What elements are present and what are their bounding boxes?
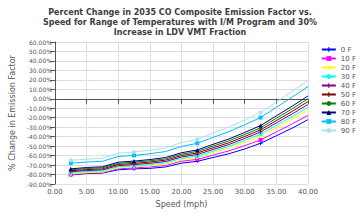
svg-text:-80.00%: -80.00% (27, 171, 52, 178)
svg-text:-20.00%: -20.00% (27, 114, 52, 121)
svg-text:50 F: 50 F (341, 91, 356, 99)
svg-text:-70.00%: -70.00% (27, 162, 52, 169)
svg-text:30.00%: 30.00% (29, 67, 52, 74)
svg-text:20 F: 20 F (341, 64, 356, 72)
svg-text:0.00: 0.00 (47, 188, 63, 196)
svg-text:70 F: 70 F (341, 109, 356, 117)
svg-text:50.00%: 50.00% (29, 48, 52, 55)
svg-text:35.00: 35.00 (266, 188, 286, 196)
svg-text:60 F: 60 F (341, 100, 356, 108)
svg-text:-60.00%: -60.00% (27, 152, 52, 159)
svg-text:-40.00%: -40.00% (27, 133, 52, 140)
svg-text:10 F: 10 F (341, 55, 356, 63)
svg-text:20.00%: 20.00% (29, 76, 52, 83)
svg-text:30.00: 30.00 (235, 188, 255, 196)
svg-text:60.00%: 60.00% (29, 39, 52, 46)
svg-text:20.00: 20.00 (171, 188, 191, 196)
svg-text:5.00: 5.00 (79, 188, 95, 196)
svg-text:-50.00%: -50.00% (27, 143, 52, 150)
svg-text:0.00%: 0.00% (33, 95, 52, 102)
svg-text:Speed for Range of Temperature: Speed for Range of Temperatures with I/M… (43, 18, 317, 27)
svg-text:-10.00%: -10.00% (27, 105, 52, 112)
svg-text:% Change in Emission Factor: % Change in Emission Factor (8, 54, 17, 170)
svg-text:40 F: 40 F (341, 82, 356, 90)
svg-text:25.00: 25.00 (203, 188, 223, 196)
svg-text:0 F: 0 F (341, 46, 352, 54)
svg-text:-30.00%: -30.00% (27, 124, 52, 131)
svg-text:40.00%: 40.00% (29, 57, 52, 64)
svg-text:80 F: 80 F (341, 118, 356, 126)
svg-text:15.00: 15.00 (140, 188, 160, 196)
svg-text:Increase in LDV VMT Fraction: Increase in LDV VMT Fraction (114, 28, 247, 37)
svg-text:30 F: 30 F (341, 73, 356, 81)
svg-text:10.00%: 10.00% (29, 86, 52, 93)
svg-text:90 F: 90 F (341, 127, 356, 135)
svg-text:10.00: 10.00 (108, 188, 128, 196)
svg-text:-90.00%: -90.00% (27, 181, 52, 188)
svg-text:40.00: 40.00 (298, 188, 318, 196)
svg-text:Percent Change in 2035 CO Comp: Percent Change in 2035 CO Composite Emis… (48, 8, 312, 17)
svg-text:Speed (mph): Speed (mph) (156, 200, 208, 209)
